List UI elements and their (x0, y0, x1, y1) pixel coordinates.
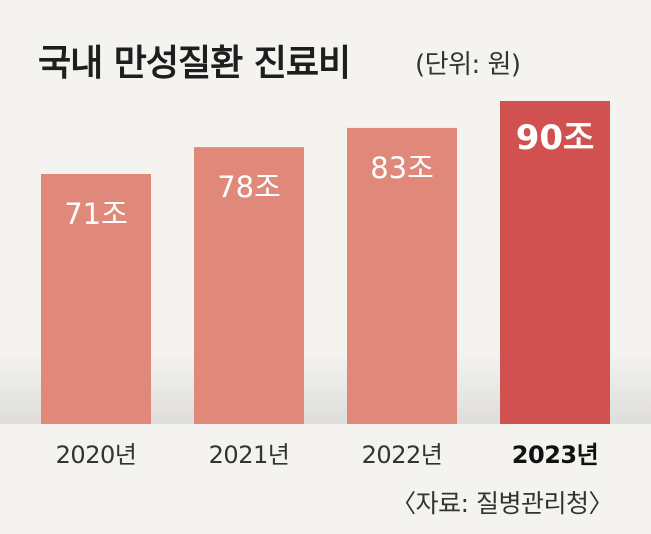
source-note: 〈자료: 질병관리청〉 (391, 489, 613, 518)
chart-title: 국내 만성질환 진료비 (38, 43, 351, 84)
value-label-2: 83조 (370, 151, 434, 185)
category-label-1: 2021년 (209, 441, 290, 469)
bar-2 (347, 127, 457, 424)
unit-label: (단위: 원) (415, 50, 521, 80)
value-label-1: 78조 (217, 170, 281, 204)
value-label-0: 71조 (64, 197, 128, 231)
bar-3 (500, 101, 610, 424)
bar-1 (194, 147, 304, 424)
bar-0 (41, 174, 151, 424)
category-label-2: 2022년 (362, 441, 443, 469)
category-label-3: 2023년 (512, 441, 598, 469)
category-label-0: 2020년 (56, 441, 137, 469)
value-label-3: 90조 (516, 118, 595, 158)
